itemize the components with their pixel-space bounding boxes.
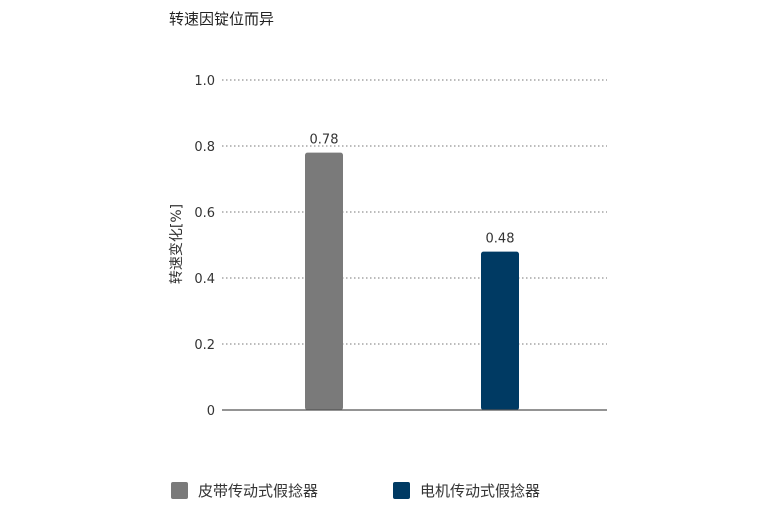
y-tick-label: 0.6 <box>194 206 215 221</box>
legend-swatch-belt <box>171 482 188 499</box>
bars <box>305 152 519 410</box>
chart-title: 转速因锭位而异 <box>169 10 275 28</box>
legend-item-motor: 电机传动式假捻器 <box>393 480 540 501</box>
legend-label-belt: 皮带传动式假捻器 <box>198 482 319 500</box>
y-tick-label: 0.2 <box>194 338 215 353</box>
y-tick-label: 1.0 <box>194 74 215 89</box>
data-labels: 0.78 0.48 <box>310 133 515 247</box>
y-tick-label: 0.8 <box>194 140 215 155</box>
y-tick-labels: 0 0.2 0.4 0.6 0.8 1.0 <box>194 74 215 419</box>
grid-lines <box>222 79 607 345</box>
bar-motor <box>481 251 519 410</box>
y-tick-label: 0.4 <box>194 272 215 287</box>
y-tick-label: 0 <box>207 404 215 419</box>
data-label-belt: 0.78 <box>310 133 339 148</box>
bar-chart: 0 0.2 0.4 0.6 0.8 1.0 0.78 0.48 转速变化[%] <box>169 74 607 419</box>
data-label-motor: 0.48 <box>486 232 515 247</box>
bar-belt <box>305 152 343 410</box>
y-axis-label: 转速变化[%] <box>169 204 185 284</box>
legend-swatch-motor <box>393 482 410 499</box>
legend-label-motor: 电机传动式假捻器 <box>420 482 541 500</box>
legend-item-belt: 皮带传动式假捻器 <box>171 480 318 501</box>
